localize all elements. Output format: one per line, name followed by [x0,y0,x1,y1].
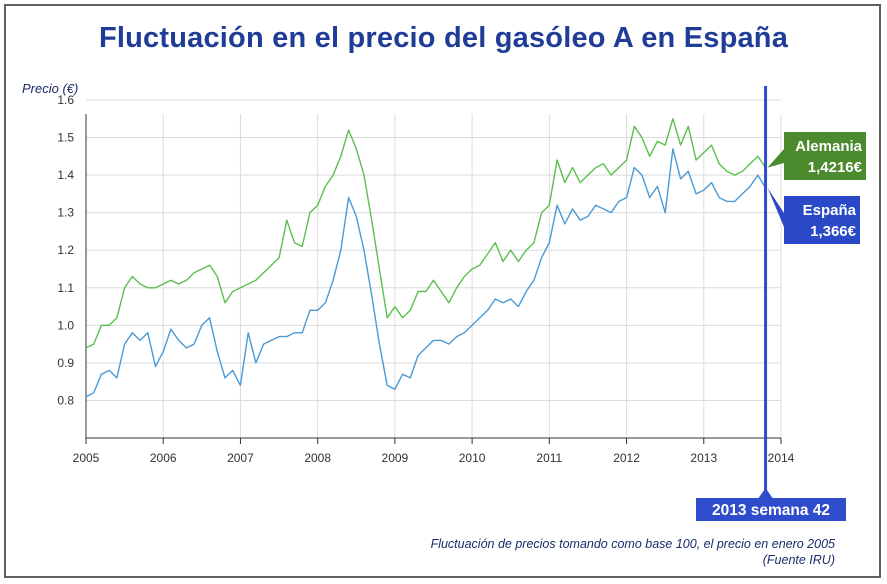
x-tick-label: 2008 [304,451,331,465]
x-tick-label: 2011 [536,451,562,465]
y-tick-label: 1.4 [57,168,74,182]
x-tick-label: 2007 [227,451,254,465]
week-marker: 2013 semana 42 [696,86,846,521]
y-axis-label: Precio (€) [22,81,78,96]
week-marker-box [696,498,846,521]
series-value-label: 1,366€ [810,223,857,240]
x-tick-labels: 2005 2006 2007 2008 2009 2010 2011 2012 2013 2014 [73,451,795,465]
y-tick-labels: 0.8 0.9 1.0 1.1 1.2 1.3 1.4 1.5 1.6 [57,93,74,407]
series-line-alemania [85,118,767,349]
end-label-box [784,196,860,244]
y-tick-label: 1.5 [57,131,74,145]
x-tick-label: 2010 [459,451,486,465]
y-tick-label: 1.1 [57,281,74,295]
y-tick-label: 1.0 [57,318,74,332]
footnote-line-2: (Fuente IRU) [762,553,835,567]
x-tick-label: 2005 [73,451,100,465]
x-tick-label: 2006 [150,451,177,465]
series-line-espa-a [85,148,767,398]
end-label-pointer [767,187,784,227]
chart-footnote: Fluctuación de precios tomando como base… [431,536,835,568]
x-tick-label: 2013 [690,451,717,465]
series-value-label: 1,4216€ [808,159,863,176]
end-label-box [784,132,866,180]
footnote-line-1: Fluctuación de precios tomando como base… [430,537,835,551]
week-marker-pointer [758,488,773,498]
series-lines [85,118,767,398]
axes [85,114,782,444]
series-end-labels: Alemania 1,4216€ España 1,366€ [767,132,866,244]
series-name-label: España [803,202,857,219]
series-name-label: Alemania [795,138,862,155]
grid-lines [85,99,782,438]
y-tick-label: 1.3 [57,206,74,220]
x-tick-label: 2014 [768,451,795,465]
week-marker-label: 2013 semana 42 [712,502,830,519]
y-tick-label: 0.8 [57,393,74,407]
x-tick-label: 2009 [382,451,409,465]
y-tick-label: 1.6 [57,93,74,107]
chart-title: Fluctuación en el precio del gasóleo A e… [98,22,789,54]
y-tick-label: 1.2 [57,243,74,257]
y-tick-label: 0.9 [57,356,74,370]
x-tick-label: 2012 [613,451,640,465]
end-label-pointer [767,149,784,168]
